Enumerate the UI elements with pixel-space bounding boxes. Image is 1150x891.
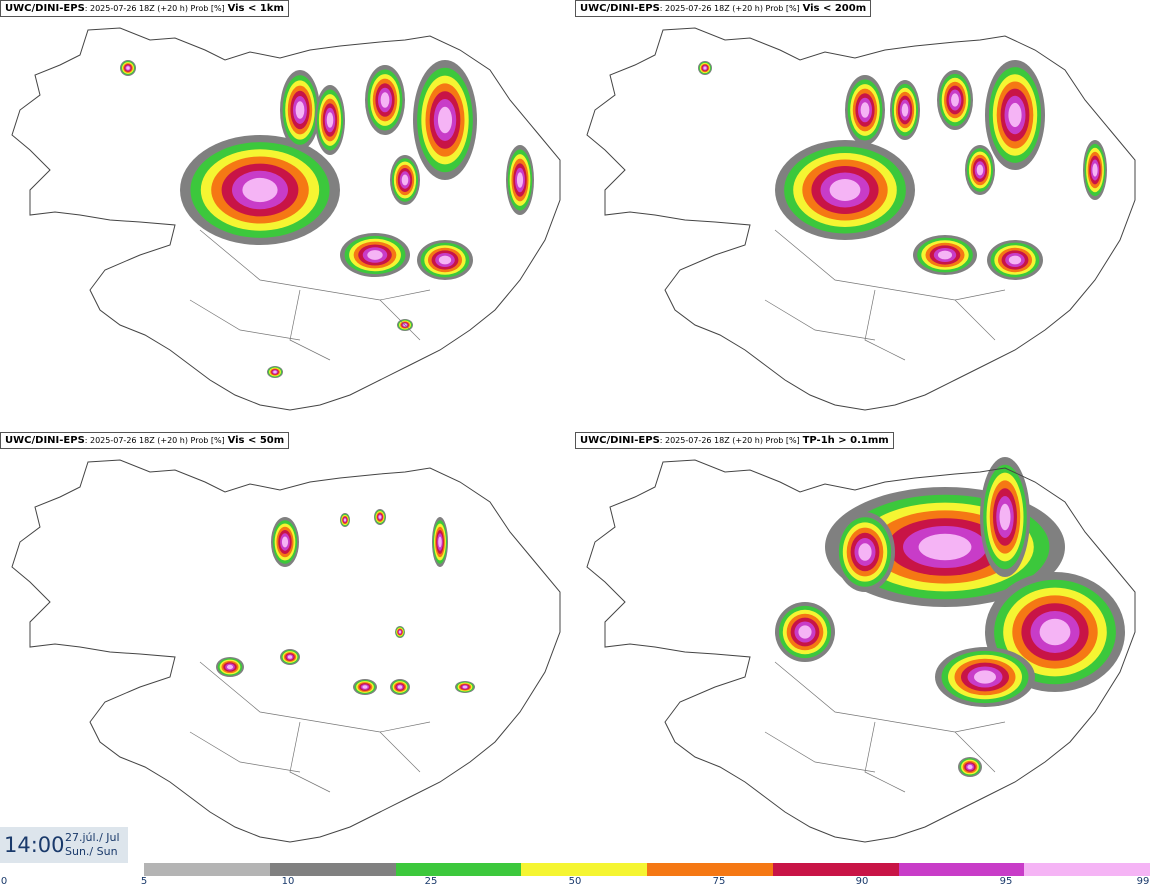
coastline <box>586 459 1136 843</box>
probability-contour <box>378 515 382 519</box>
map-iceland <box>11 27 561 411</box>
probability-contour <box>829 179 861 201</box>
probability-contour <box>287 655 293 659</box>
coastline <box>11 27 561 411</box>
probability-contour <box>901 103 909 117</box>
legend-swatch <box>1024 863 1150 876</box>
probability-contour <box>295 101 305 119</box>
probability-contour <box>281 536 289 548</box>
panel-vis-50m: UWC/DINI-EPS: 2025-07-26 18Z (+20 h) Pro… <box>0 432 575 862</box>
legend-labels: 0 5 10 25 50 75 90 95 99 <box>0 876 1150 890</box>
probability-contour <box>1092 163 1098 177</box>
panel-title: UWC/DINI-EPS: 2025-07-26 18Z (+20 h) Pro… <box>0 0 289 17</box>
legend-label: 10 <box>281 876 295 887</box>
region-borders <box>189 661 431 793</box>
valid-date: 27.júl./ Jul <box>65 831 120 844</box>
panel-title: UWC/DINI-EPS: 2025-07-26 18Z (+20 h) Pro… <box>575 0 872 17</box>
map-iceland <box>586 27 1136 411</box>
panel-title: UWC/DINI-EPS: 2025-07-26 18Z (+20 h) Pro… <box>575 432 894 449</box>
map-iceland <box>11 459 561 843</box>
probability-contour <box>1008 255 1022 265</box>
probability-contour <box>999 503 1011 531</box>
probability-contour <box>951 93 959 107</box>
legend-label: 95 <box>999 876 1013 887</box>
legend-label: 75 <box>712 876 726 887</box>
region-borders <box>764 229 1006 361</box>
probability-contour <box>967 764 973 770</box>
probability-field <box>698 60 1107 280</box>
legend-swatch <box>647 863 773 876</box>
probability-contour <box>937 250 953 260</box>
legend-label: 99 <box>1136 876 1150 887</box>
legend-swatch <box>898 863 1025 876</box>
probability-contour <box>860 102 870 118</box>
valid-time-dates: 27.júl./ Jul Sun./ Sun <box>65 831 120 859</box>
map-iceland <box>586 457 1136 843</box>
probability-contour <box>242 177 278 203</box>
valid-day: Sun./ Sun <box>65 845 118 858</box>
probability-contour <box>858 543 872 561</box>
legend-swatch <box>144 863 270 876</box>
probability-contour <box>437 106 453 134</box>
probability-contour <box>798 625 812 639</box>
probability-contour <box>367 250 383 260</box>
region-borders <box>764 661 1006 793</box>
probability-contour <box>226 664 234 670</box>
probability-contour <box>343 518 347 522</box>
legend-swatch <box>269 863 396 876</box>
legend-swatch <box>521 863 647 876</box>
probability-contour <box>397 685 403 689</box>
legend-label: 90 <box>855 876 869 887</box>
probability-contour <box>273 370 277 374</box>
probability-contour <box>974 670 996 684</box>
probability-field <box>120 60 534 378</box>
probability-contour <box>398 630 402 634</box>
legend-label: 5 <box>140 876 148 887</box>
probability-contour <box>438 536 442 548</box>
valid-time-box: 14:00 27.júl./ Jul Sun./ Sun <box>0 827 128 863</box>
panel-vis-200m: UWC/DINI-EPS: 2025-07-26 18Z (+20 h) Pro… <box>575 0 1150 430</box>
probability-contour <box>362 685 368 689</box>
coastline <box>586 27 1136 411</box>
probability-contour <box>326 112 334 128</box>
probability-contour <box>380 92 390 108</box>
probability-field <box>775 457 1125 777</box>
legend-colorbar <box>144 863 1150 876</box>
probability-contour <box>703 66 707 70</box>
probability-contour <box>1039 618 1071 646</box>
legend-label: 50 <box>568 876 582 887</box>
legend-label: 0 <box>0 876 8 887</box>
legend-swatch <box>395 863 522 876</box>
probability-contour <box>126 66 130 70</box>
legend-swatch <box>772 863 899 876</box>
probability-contour <box>1008 102 1022 128</box>
valid-time-clock: 14:00 <box>4 833 65 857</box>
coastline <box>11 459 561 843</box>
probability-contour <box>438 255 452 265</box>
panel-vis-1km: UWC/DINI-EPS: 2025-07-26 18Z (+20 h) Pro… <box>0 0 575 430</box>
region-borders <box>189 229 431 361</box>
probability-field <box>216 509 475 695</box>
panel-precip: UWC/DINI-EPS: 2025-07-26 18Z (+20 h) Pro… <box>575 432 1150 862</box>
panel-title: UWC/DINI-EPS: 2025-07-26 18Z (+20 h) Pro… <box>0 432 290 449</box>
probability-contour <box>516 172 524 188</box>
probability-contour <box>401 174 409 186</box>
legend-label: 25 <box>424 876 438 887</box>
probability-contour <box>976 164 984 176</box>
probability-contour <box>462 685 468 689</box>
probability-contour <box>918 533 972 561</box>
